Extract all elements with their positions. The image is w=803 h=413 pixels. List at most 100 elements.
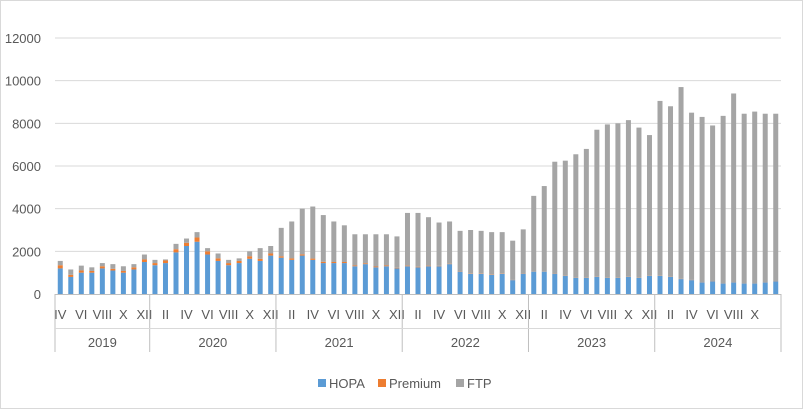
bar-segment-premium xyxy=(237,261,242,263)
bar-segment-ftp xyxy=(289,221,294,258)
y-tick-label: 6000 xyxy=(12,159,41,174)
bar-segment-ftp xyxy=(205,248,210,251)
y-tick-label: 10000 xyxy=(5,74,41,89)
bar-segment-hopa xyxy=(721,283,726,294)
bar-segment-hopa xyxy=(289,260,294,294)
bar-segment-ftp xyxy=(405,213,410,266)
bar-segment-hopa xyxy=(268,256,273,294)
bar-segment-hopa xyxy=(310,260,315,294)
x-tick-label: VI xyxy=(706,307,718,322)
bar-segment-premium xyxy=(331,262,336,263)
bar-segment-hopa xyxy=(542,272,547,294)
bar-segment-premium xyxy=(131,267,136,269)
x-tick-label: VIII xyxy=(471,307,491,322)
bar-segment-ftp xyxy=(489,232,494,274)
legend-label: HOPA xyxy=(329,376,365,391)
x-tick-label: X xyxy=(245,307,254,322)
bar-segment-ftp xyxy=(331,221,336,262)
bar-segment-ftp xyxy=(79,266,84,271)
x-tick-label: X xyxy=(372,307,381,322)
x-tick-label: II xyxy=(541,307,548,322)
x-tick-label: X xyxy=(119,307,128,322)
x-tick-label: VI xyxy=(201,307,213,322)
bar-segment-ftp xyxy=(531,196,536,272)
x-tick-label: VIII xyxy=(598,307,618,322)
bar-segment-premium xyxy=(152,263,157,265)
bar-segment-hopa xyxy=(636,278,641,294)
y-tick-label: 8000 xyxy=(12,116,41,131)
bar-segment-hopa xyxy=(384,266,389,294)
bar-segment-hopa xyxy=(626,277,631,294)
bar-segment-hopa xyxy=(100,268,105,294)
year-label: 2021 xyxy=(325,335,354,350)
bar-segment-ftp xyxy=(279,228,284,256)
x-tick-label: VIII xyxy=(93,307,113,322)
year-label: 2024 xyxy=(703,335,732,350)
bar-segment-ftp xyxy=(110,264,115,269)
bar-segment-hopa xyxy=(174,252,179,294)
bar-segment-premium xyxy=(363,263,368,264)
bar-segment-ftp xyxy=(373,234,378,266)
bar-segment-ftp xyxy=(100,263,105,266)
bar-segment-premium xyxy=(142,259,147,262)
bar-segment-ftp xyxy=(247,251,252,256)
legend-swatch xyxy=(456,379,464,387)
x-tick-label: IV xyxy=(433,307,446,322)
bar-segment-ftp xyxy=(700,117,705,282)
bar-segment-ftp xyxy=(636,128,641,278)
bar-segment-ftp xyxy=(458,231,463,271)
bar-segment-hopa xyxy=(279,258,284,294)
bar-segment-premium xyxy=(195,237,200,241)
y-tick-label: 4000 xyxy=(12,202,41,217)
bar-segment-hopa xyxy=(394,268,399,294)
x-tick-label: VI xyxy=(75,307,87,322)
bar-segment-ftp xyxy=(500,232,505,273)
bar-segment-premium xyxy=(268,253,273,255)
bar-segment-premium xyxy=(310,259,315,260)
bar-segment-ftp xyxy=(710,125,715,281)
bar-segment-hopa xyxy=(342,263,347,294)
bar-segment-ftp xyxy=(594,130,599,277)
legend-swatch xyxy=(318,379,326,387)
bar-segment-hopa xyxy=(331,263,336,294)
bar-segment-hopa xyxy=(321,263,326,294)
bar-segment-hopa xyxy=(763,282,768,294)
bar-segment-hopa xyxy=(658,276,663,294)
bar-segment-premium xyxy=(110,269,115,271)
legend-swatch xyxy=(378,379,386,387)
bar-segment-premium xyxy=(373,266,378,267)
bar-segment-ftp xyxy=(226,260,231,263)
bar-segment-ftp xyxy=(300,209,305,255)
x-tick-label: VIII xyxy=(724,307,744,322)
bar-segment-ftp xyxy=(668,106,673,276)
bar-segment-hopa xyxy=(163,263,168,294)
bar-segment-premium xyxy=(394,268,399,269)
y-tick-label: 2000 xyxy=(12,244,41,259)
legend-label: Premium xyxy=(389,376,441,391)
year-label: 2020 xyxy=(198,335,227,350)
bar-segment-ftp xyxy=(384,234,389,265)
bar-segment-hopa xyxy=(142,262,147,294)
bar-segment-hopa xyxy=(594,277,599,294)
bar-segment-ftp xyxy=(321,215,326,262)
bar-segment-premium xyxy=(426,266,431,267)
bar-segment-hopa xyxy=(710,281,715,294)
bar-segment-ftp xyxy=(216,253,221,258)
bar-segment-hopa xyxy=(131,269,136,294)
bar-segment-hopa xyxy=(373,267,378,294)
bar-segment-ftp xyxy=(752,112,757,284)
bar-segment-hopa xyxy=(352,266,357,294)
bar-segment-ftp xyxy=(131,264,136,267)
bar-segment-ftp xyxy=(68,269,73,274)
year-label: 2019 xyxy=(88,335,117,350)
bar-segment-ftp xyxy=(584,149,589,278)
bar-segment-ftp xyxy=(142,255,147,260)
bar-segment-ftp xyxy=(352,234,357,265)
bar-segment-hopa xyxy=(689,280,694,294)
bar-segment-hopa xyxy=(510,280,515,294)
bar-segment-ftp xyxy=(163,259,168,260)
x-tick-label: IV xyxy=(54,307,67,322)
